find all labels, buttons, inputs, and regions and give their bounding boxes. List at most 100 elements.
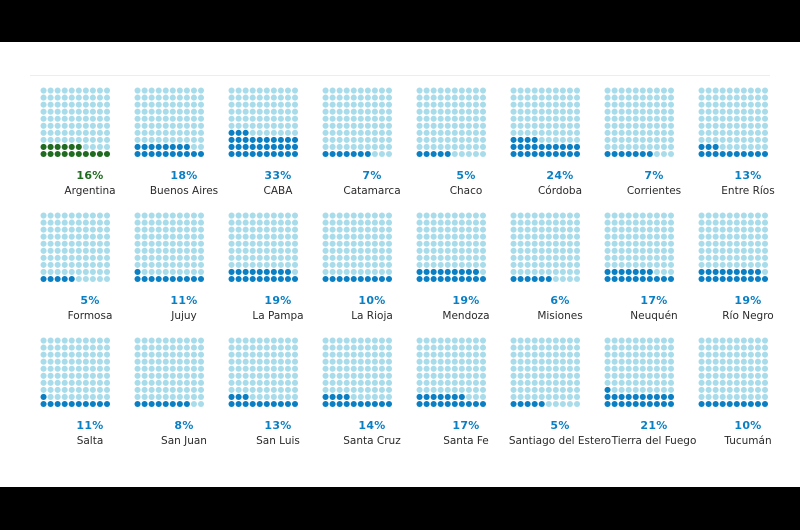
empty-dot xyxy=(604,129,611,136)
filled-dot xyxy=(183,275,190,283)
empty-dot xyxy=(653,150,660,158)
empty-dot xyxy=(322,87,329,94)
empty-dot xyxy=(639,372,646,379)
empty-dot xyxy=(322,386,329,393)
empty-dot xyxy=(47,386,54,393)
empty-dot xyxy=(761,393,769,400)
filled-dot xyxy=(68,143,75,150)
filled-dot xyxy=(197,150,205,158)
empty-dot xyxy=(646,358,653,365)
empty-dot xyxy=(228,337,235,344)
empty-dot xyxy=(350,87,357,94)
empty-dot xyxy=(698,94,705,101)
filled-dot xyxy=(82,400,89,408)
empty-dot xyxy=(277,115,284,122)
filled-dot xyxy=(40,400,47,408)
empty-dot xyxy=(385,136,393,143)
empty-dot xyxy=(228,386,235,393)
empty-dot xyxy=(385,261,393,268)
empty-dot xyxy=(155,337,162,344)
empty-dot xyxy=(141,393,148,400)
empty-dot xyxy=(322,233,329,240)
empty-dot xyxy=(611,240,618,247)
empty-dot xyxy=(256,351,263,358)
empty-dot xyxy=(712,344,719,351)
empty-dot xyxy=(371,226,378,233)
empty-dot xyxy=(552,386,559,393)
empty-dot xyxy=(371,143,378,150)
empty-dot xyxy=(385,247,393,254)
empty-dot xyxy=(47,129,54,136)
filled-dot xyxy=(155,143,162,150)
empty-dot xyxy=(197,219,205,226)
empty-dot xyxy=(653,254,660,261)
empty-dot xyxy=(371,268,378,275)
filled-dot xyxy=(604,275,611,283)
empty-dot xyxy=(472,247,479,254)
region-name: Santa Fe xyxy=(443,435,489,447)
empty-dot xyxy=(726,136,733,143)
empty-dot xyxy=(68,344,75,351)
empty-dot xyxy=(134,108,141,115)
filled-dot xyxy=(639,275,646,283)
empty-dot xyxy=(416,87,423,94)
empty-dot xyxy=(437,136,444,143)
empty-dot xyxy=(726,233,733,240)
filled-dot xyxy=(437,393,444,400)
empty-dot xyxy=(740,240,747,247)
empty-dot xyxy=(284,337,291,344)
empty-dot xyxy=(68,337,75,344)
empty-dot xyxy=(343,129,350,136)
empty-dot xyxy=(639,219,646,226)
empty-dot xyxy=(148,122,155,129)
empty-dot xyxy=(329,358,336,365)
empty-dot xyxy=(545,219,552,226)
empty-dot xyxy=(423,233,430,240)
empty-dot xyxy=(162,219,169,226)
empty-dot xyxy=(242,108,249,115)
empty-dot xyxy=(47,393,54,400)
empty-dot xyxy=(47,254,54,261)
empty-dot xyxy=(336,101,343,108)
empty-dot xyxy=(754,219,761,226)
filled-dot xyxy=(336,393,343,400)
empty-dot xyxy=(103,386,111,393)
empty-dot xyxy=(141,101,148,108)
empty-dot xyxy=(754,129,761,136)
percentage-label: 11% xyxy=(170,294,198,307)
empty-dot xyxy=(611,122,618,129)
empty-dot xyxy=(169,219,176,226)
empty-dot xyxy=(364,268,371,275)
empty-dot xyxy=(82,379,89,386)
empty-dot xyxy=(61,344,68,351)
empty-dot xyxy=(148,240,155,247)
empty-dot xyxy=(385,212,393,219)
filled-dot xyxy=(249,275,256,283)
empty-dot xyxy=(653,240,660,247)
empty-dot xyxy=(611,129,618,136)
empty-dot xyxy=(169,129,176,136)
empty-dot xyxy=(235,233,242,240)
empty-dot xyxy=(754,240,761,247)
empty-dot xyxy=(169,87,176,94)
empty-dot xyxy=(378,372,385,379)
empty-dot xyxy=(444,108,451,115)
filled-dot xyxy=(698,268,705,275)
empty-dot xyxy=(371,344,378,351)
waffle-cell: 13% San Luis xyxy=(228,337,328,457)
empty-dot xyxy=(256,94,263,101)
filled-dot xyxy=(423,400,430,408)
empty-dot xyxy=(479,254,487,261)
empty-dot xyxy=(40,115,47,122)
empty-dot xyxy=(270,351,277,358)
empty-dot xyxy=(653,372,660,379)
empty-dot xyxy=(68,136,75,143)
empty-dot xyxy=(82,372,89,379)
empty-dot xyxy=(103,226,111,233)
empty-dot xyxy=(350,261,357,268)
empty-dot xyxy=(371,386,378,393)
empty-dot xyxy=(47,108,54,115)
empty-dot xyxy=(437,212,444,219)
empty-dot xyxy=(545,337,552,344)
empty-dot xyxy=(545,358,552,365)
